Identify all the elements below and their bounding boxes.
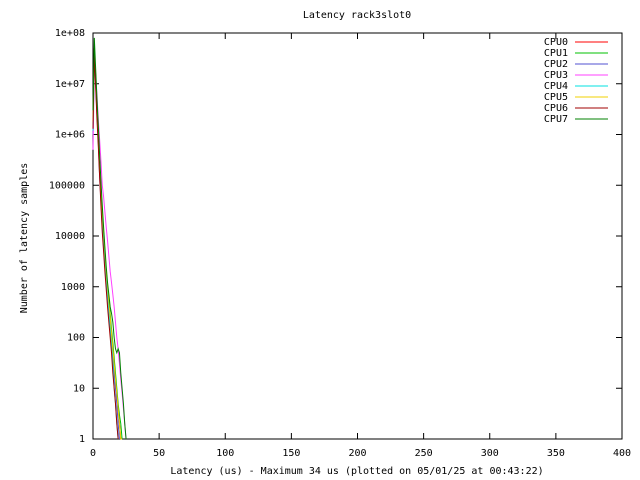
y-tick-label: 1e+06 (55, 130, 85, 141)
x-tick-label: 100 (216, 448, 234, 459)
y-tick-label: 1e+07 (55, 79, 85, 90)
x-axis-label: Latency (us) - Maximum 34 us (plotted on… (170, 466, 543, 477)
x-tick-label: 150 (282, 448, 300, 459)
legend-label: CPU7 (544, 114, 568, 125)
legend-label: CPU1 (544, 48, 568, 59)
legend-label: CPU3 (544, 70, 568, 81)
x-tick-label: 250 (415, 448, 433, 459)
series-line (92, 68, 127, 440)
y-tick-label: 1 (79, 434, 85, 445)
x-tick-label: 350 (547, 448, 565, 459)
legend-label: CPU0 (544, 37, 568, 48)
legend-label: CPU2 (544, 59, 568, 70)
legend-label: CPU4 (544, 81, 568, 92)
x-tick-label: 0 (90, 448, 96, 459)
legend-label: CPU6 (544, 103, 568, 114)
y-tick-label: 1000 (61, 282, 85, 293)
x-tick-label: 400 (613, 448, 631, 459)
x-tick-label: 200 (348, 448, 366, 459)
legend-label: CPU5 (544, 92, 568, 103)
series-line (92, 54, 119, 440)
y-axis-label: Number of latency samples (19, 163, 30, 314)
y-tick-label: 100 (67, 333, 85, 344)
y-tick-label: 100000 (49, 180, 85, 191)
x-tick-label: 300 (481, 448, 499, 459)
x-tick-label: 50 (153, 448, 165, 459)
y-tick-label: 10 (73, 383, 85, 394)
y-tick-label: 10000 (55, 231, 85, 242)
y-tick-label: 1e+08 (55, 28, 85, 39)
chart-title: Latency rack3slot0 (303, 10, 411, 21)
